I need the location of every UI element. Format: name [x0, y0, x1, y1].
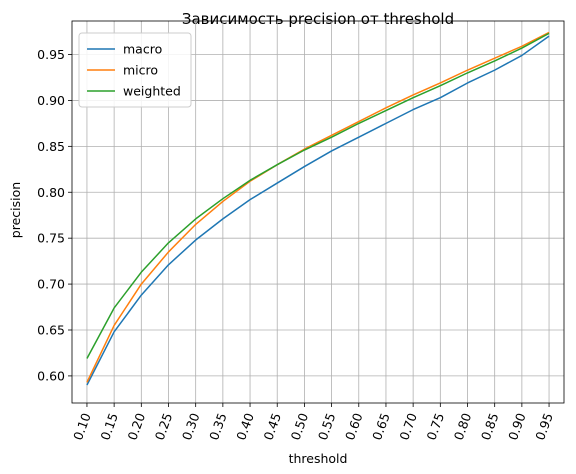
y-tick-label: 0.65	[37, 322, 65, 337]
y-tick-label: 0.90	[37, 93, 65, 108]
y-tick-label: 0.95	[37, 47, 65, 62]
legend-label-macro: macro	[123, 42, 162, 57]
series-line-macro	[86, 35, 550, 386]
grid-lines	[72, 21, 564, 403]
x-tick-label: 0.40	[233, 411, 257, 442]
y-axis-label: precision	[8, 182, 23, 238]
x-tick-label: 0.95	[532, 411, 556, 442]
x-tick-label: 0.85	[478, 411, 502, 442]
plot-frame	[71, 20, 565, 404]
y-tick-label: 0.80	[37, 185, 65, 200]
x-axis-label: threshold	[289, 451, 348, 466]
x-tick-label: 0.30	[179, 411, 203, 442]
x-tick-label: 0.90	[505, 411, 529, 442]
x-tick-label: 0.65	[369, 411, 393, 442]
x-tick-label: 0.20	[125, 411, 149, 442]
x-tick-label: 0.25	[152, 411, 176, 442]
series-line-weighted	[86, 32, 550, 359]
x-tick-label: 0.45	[260, 411, 284, 442]
series-layer	[86, 31, 550, 386]
legend-label-weighted: weighted	[123, 84, 181, 99]
x-tick-label: 0.35	[206, 411, 230, 442]
x-tick-label: 0.75	[424, 411, 448, 442]
legend-label-micro: micro	[123, 63, 158, 78]
y-tick-label: 0.85	[37, 139, 65, 154]
y-tick-label: 0.60	[37, 368, 65, 383]
x-tick-label: 0.55	[315, 411, 339, 442]
legend-frame	[78, 32, 192, 108]
x-tick-label: 0.15	[97, 411, 121, 442]
y-tick-label: 0.70	[37, 277, 65, 292]
x-tick-label: 0.60	[342, 411, 366, 442]
x-tick-label: 0.70	[396, 411, 420, 442]
x-tick-label: 0.50	[288, 411, 312, 442]
y-tick-label: 0.75	[37, 231, 65, 246]
legend: macro micro weighted	[78, 32, 192, 108]
x-axis: 0.10 0.15 0.20 0.25 0.30 0.35 0.40 0.45 0.50 0.55…	[70, 403, 556, 442]
series-line-micro	[86, 31, 550, 383]
y-axis: 0.60 0.65 0.70 0.75 0.80 0.85 0.90 0.95	[37, 47, 72, 383]
x-tick-label: 0.10	[70, 411, 94, 442]
x-tick-label: 0.80	[451, 411, 475, 442]
